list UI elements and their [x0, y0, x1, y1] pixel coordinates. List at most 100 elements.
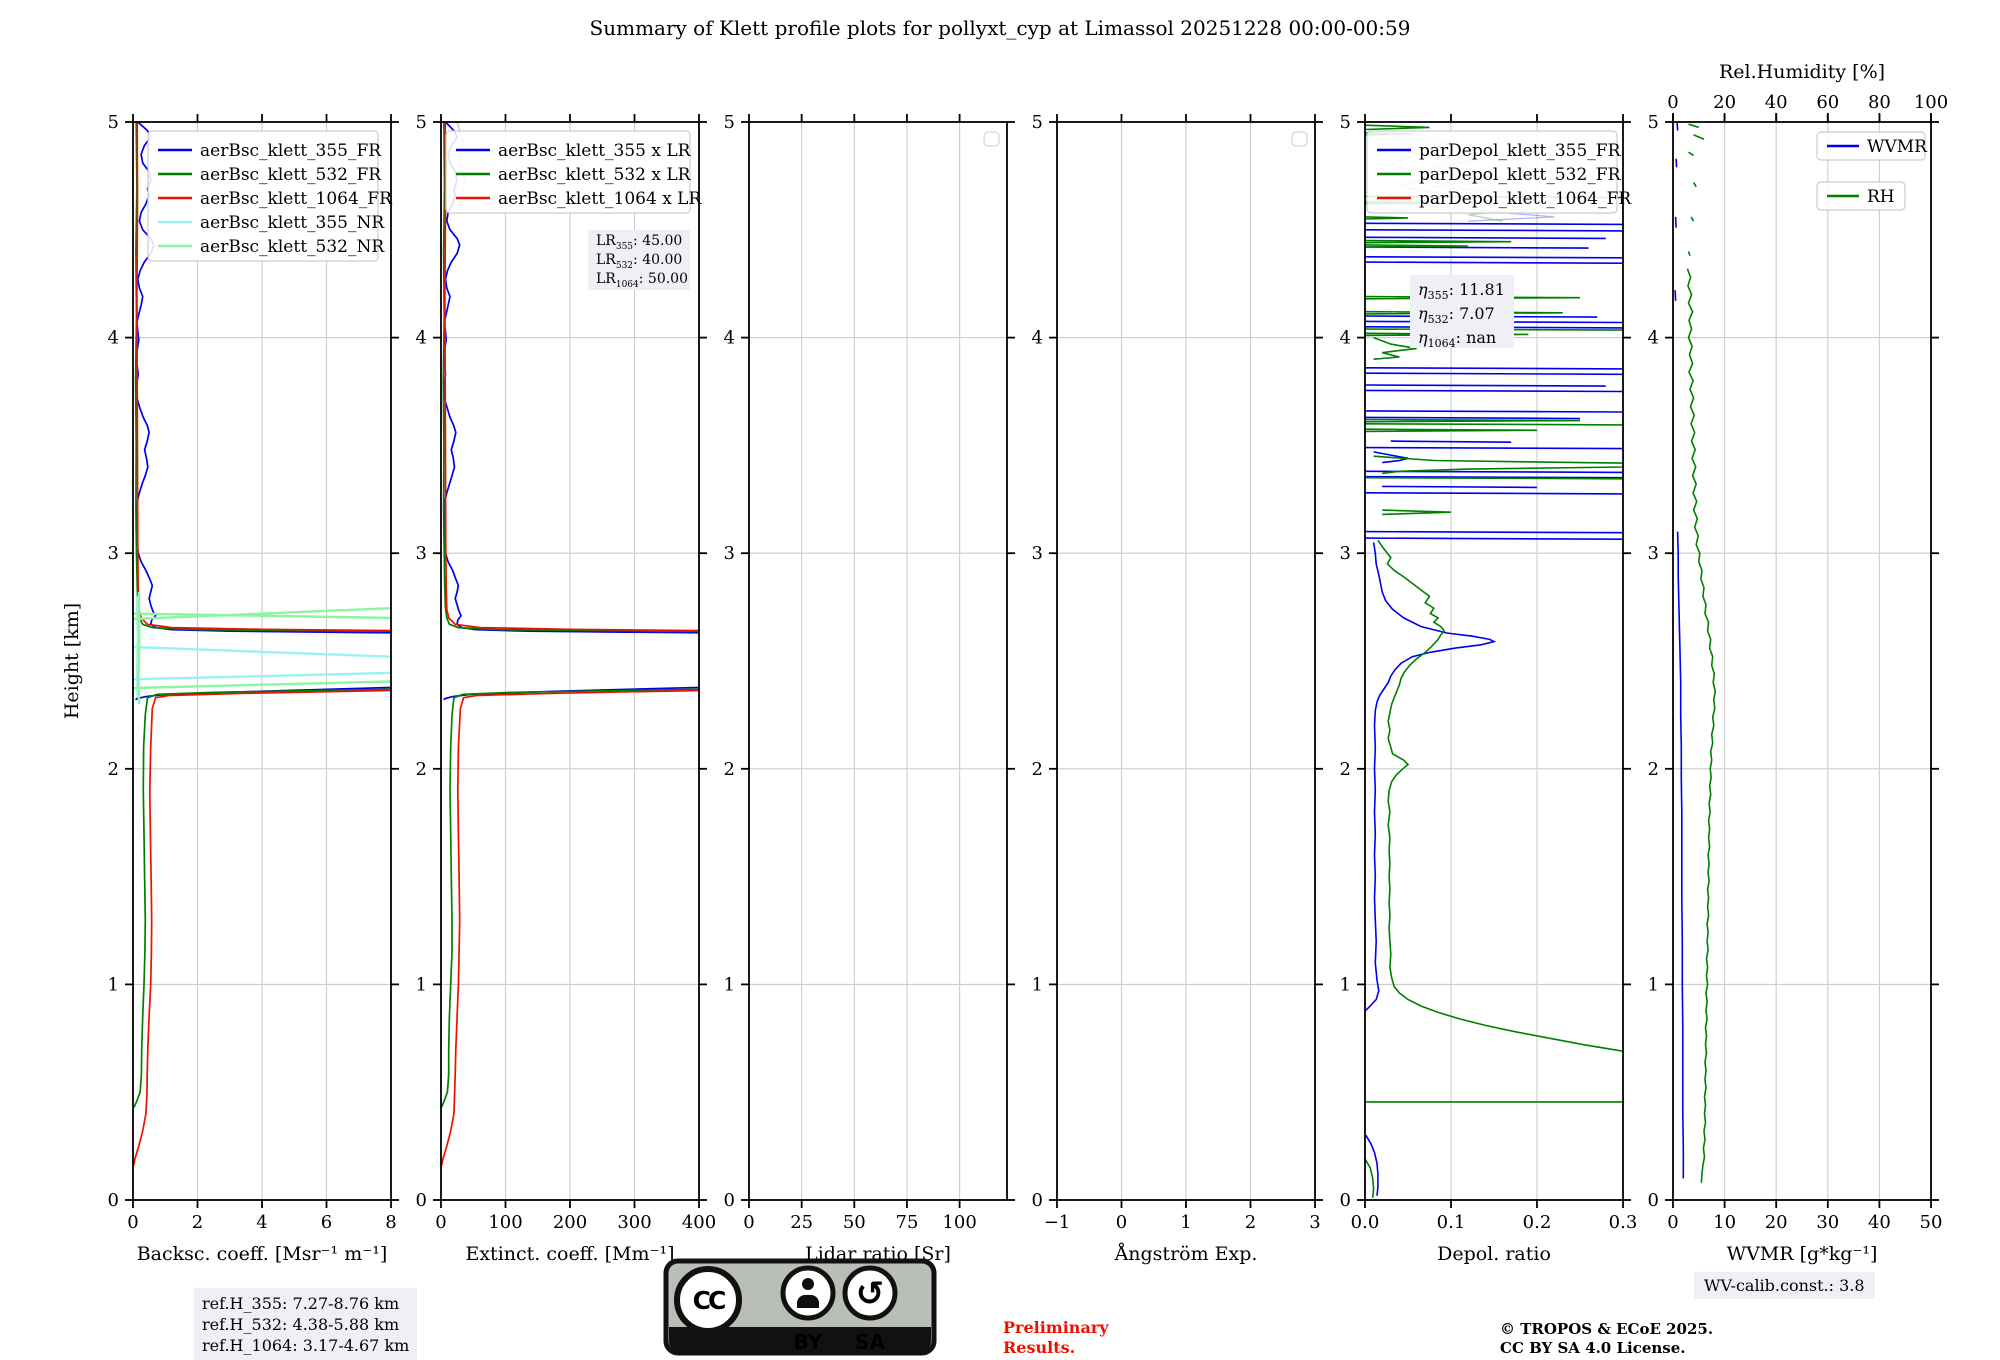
plot-1-grid [441, 122, 699, 1200]
ref-height-1064: ref.H_1064: 3.17-4.67 km [202, 1336, 410, 1355]
plot-3-x-label: Ångström Exp. [1114, 1243, 1258, 1265]
plot-5-line-WVMR [1675, 158, 1678, 168]
svg-text:2: 2 [724, 759, 735, 780]
svg-text:200: 200 [553, 1212, 587, 1233]
plot-1-line-aerBsc_klett_355_x_LR [443, 122, 699, 701]
annotation-line-LR355: LR355: 45.00 [596, 233, 682, 252]
by-label: BY [794, 1330, 823, 1354]
plot-5-top-axis-label: Rel.Humidity [%] [1719, 61, 1885, 83]
wv-calib-value: WV-calib.const.: 3.8 [1704, 1276, 1865, 1295]
legend-label-aerBsc_klett_532 x LR: aerBsc_klett_532 x LR [498, 165, 692, 185]
legend-label-parDepol_klett_532_FR: parDepol_klett_532_FR [1419, 165, 1622, 185]
badge-border [663, 1258, 937, 1356]
plot-4-line-parDepol_klett_355_FR [1365, 491, 1623, 495]
svg-text:400: 400 [682, 1212, 716, 1233]
person-icon-body [797, 1295, 819, 1308]
svg-text:4: 4 [256, 1212, 267, 1233]
plot-0-legend: aerBsc_klett_355_FR aerBsc_klett_532_FRae… [147, 130, 393, 262]
plot-5-line-WVMR [1674, 216, 1677, 228]
plot-4-line-parDepol_klett_355_FR [1390, 440, 1512, 443]
plot-4-line-parDepol_klett_355_FR [1365, 261, 1623, 265]
plot-4-line-parDepol_klett_532_FR [1377, 539, 1623, 1052]
legend-label-aerBsc_klett_1064 x LR: aerBsc_klett_1064 x LR [498, 189, 702, 209]
plot-2-empty-legend [983, 131, 1000, 147]
person-icon-head [802, 1278, 814, 1290]
svg-text:0: 0 [1032, 1190, 1043, 1211]
height-axis-label: Height [km] [61, 603, 83, 719]
legend-label-aerBsc_klett_532_NR: aerBsc_klett_532_NR [200, 237, 385, 257]
plot-4-line-parDepol_klett_532_FR [1365, 1158, 1375, 1198]
plot-0-line-aerBsc_klett_355_NR [133, 671, 391, 681]
plot-0-line-aerBsc_klett_532_NR [133, 680, 391, 690]
svg-text:3: 3 [1340, 543, 1351, 564]
svg-text:3: 3 [724, 543, 735, 564]
preliminary-line-2: Results. [1003, 1338, 1076, 1357]
plot-4-line-parDepol_klett_532_FR [1365, 239, 1512, 244]
plot-5-line-WVMR [1676, 531, 1685, 1179]
legend-label-aerBsc_klett_532_FR: aerBsc_klett_532_FR [200, 165, 382, 185]
svg-text:3: 3 [1648, 543, 1659, 564]
plot-4-frame [1364, 121, 1624, 1201]
annotation-line-LR1064: LR1064: 50.00 [596, 271, 688, 290]
plot-4-line-parDepol_klett_532_FR [1365, 124, 1430, 131]
plot-5-line-RH [1690, 216, 1695, 222]
annotation-line-LR532: LR532: 40.00 [596, 252, 682, 271]
svg-text:25: 25 [790, 1212, 813, 1233]
svg-text:100: 100 [942, 1212, 976, 1233]
plot-1-x-label: Extinct. coeff. [Mm⁻¹] [465, 1243, 674, 1265]
plot-2-ticks: 0 25 50 75 100 0 1 2 3 4 5 [724, 112, 1015, 1233]
svg-text:40: 40 [1868, 1212, 1891, 1233]
copyright-line-2: CC BY SA 4.0 License. [1500, 1339, 1686, 1357]
svg-text:0.2: 0.2 [1523, 1212, 1552, 1233]
svg-text:50: 50 [843, 1212, 866, 1233]
svg-text:0: 0 [108, 1190, 119, 1211]
plot-5-line-WVMR [1676, 122, 1679, 131]
svg-text:4: 4 [1648, 328, 1659, 349]
plot-4-line-parDepol_klett_355_FR [1365, 537, 1623, 541]
figure-title: Summary of Klett profile plots for polly… [589, 16, 1411, 40]
plot-5-legend-RH: RH [1816, 181, 1906, 211]
svg-text:4: 4 [1340, 328, 1351, 349]
svg-text:60: 60 [1816, 92, 1839, 113]
plot-4-line-parDepol_klett_355_FR [1365, 1134, 1379, 1196]
plot-0-ticks: 0 2 4 6 8 0 1 2 3 4 5 [108, 112, 399, 1233]
svg-text:4: 4 [724, 328, 735, 349]
svg-text:75: 75 [896, 1212, 919, 1233]
plot-4-line-parDepol_klett_355_FR [1365, 446, 1623, 450]
legend-label-aerBsc_klett_355_FR: aerBsc_klett_355_FR [200, 141, 382, 161]
plot-4-line-parDepol_klett_532_FR [1365, 476, 1623, 480]
plot-3-grid [1057, 122, 1315, 1200]
legend-label-WVMR: WVMR [1867, 137, 1928, 157]
plot-0: 0 2 4 6 8 0 1 2 3 4 5 Backsc. coeff. [Msr⁻¹ m⁻¹] aer… [108, 112, 399, 1265]
svg-text:20: 20 [1713, 92, 1736, 113]
legend-label-parDepol_klett_355_FR: parDepol_klett_355_FR [1419, 141, 1622, 161]
svg-text:0: 0 [1667, 92, 1678, 113]
plot-4-line-parDepol_klett_355_FR [1365, 372, 1623, 376]
wv-calib-box: WV-calib.const.: 3.8 [1694, 1272, 1875, 1299]
plot-4-line-parDepol_klett_355_FR [1365, 366, 1623, 370]
plot-4-line-parDepol_klett_355_FR [1365, 416, 1581, 420]
svg-text:0: 0 [435, 1212, 446, 1233]
svg-text:1: 1 [1180, 1212, 1191, 1233]
svg-text:5: 5 [1032, 112, 1043, 133]
svg-text:2: 2 [192, 1212, 203, 1233]
plot-4: 0.0 0.1 0.2 0.3 0 1 2 3 4 5 Depol. ratio parDepol_k… [1340, 112, 1638, 1265]
svg-text:0: 0 [1340, 1190, 1351, 1211]
svg-text:5: 5 [1340, 112, 1351, 133]
svg-text:3: 3 [1032, 543, 1043, 564]
plot-1: 0 100 200 300 400 0 1 2 3 4 5 Extinct. coeff. [Mm⁻¹… [416, 112, 717, 1265]
plot-4-x-label: Depol. ratio [1437, 1243, 1551, 1265]
svg-text:4: 4 [1032, 328, 1043, 349]
plot-1-series [441, 122, 699, 1166]
svg-text:2: 2 [1032, 759, 1043, 780]
svg-text:6: 6 [321, 1212, 332, 1233]
legend-label-parDepol_klett_1064_FR: parDepol_klett_1064_FR [1419, 189, 1632, 209]
svg-text:80: 80 [1868, 92, 1891, 113]
svg-text:0.0: 0.0 [1351, 1212, 1380, 1233]
svg-text:100: 100 [1914, 92, 1948, 113]
plot-4-line-parDepol_klett_532_FR [1365, 244, 1469, 248]
